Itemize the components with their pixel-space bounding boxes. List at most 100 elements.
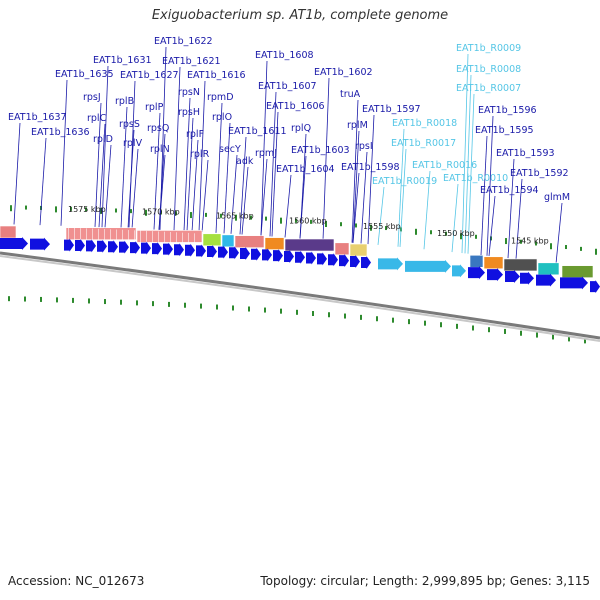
leader-line [94, 102, 102, 227]
tick-mark [340, 222, 342, 227]
tick-mark [328, 312, 330, 318]
tick-mark [475, 234, 477, 239]
gene-arrow [229, 246, 239, 260]
leader-line [127, 129, 135, 229]
gene-arrow [64, 238, 74, 252]
gene-label: adk [236, 156, 254, 167]
gene-arrow [505, 270, 520, 284]
gene-arrows [0, 237, 600, 294]
leader-line [201, 159, 209, 233]
tick-mark [168, 301, 170, 307]
tick-mark [136, 300, 138, 306]
tick-mark [296, 309, 298, 315]
gene-arrow [284, 249, 294, 263]
feature-block [234, 235, 265, 248]
tick-mark [392, 317, 394, 323]
tick-mark [488, 327, 490, 333]
gene-label: EAT1b_R0008 [456, 64, 521, 75]
feature-stripe [152, 231, 153, 244]
leader-line [397, 128, 405, 247]
leader-line [269, 91, 277, 237]
accession-text: Accession: NC_012673 [8, 574, 145, 588]
gene-arrow [262, 248, 272, 262]
tick-mark [370, 224, 372, 231]
feature-stripe [128, 230, 129, 243]
feature-block [483, 256, 504, 270]
leader-line [98, 123, 106, 228]
tick-mark [520, 239, 522, 244]
leader-line [284, 174, 292, 238]
feature-block [221, 234, 235, 248]
leader-line [191, 139, 199, 232]
leader-line [60, 79, 68, 226]
gene-label: rpsI [355, 141, 373, 152]
gene-arrow [273, 249, 283, 263]
leader-line [352, 130, 360, 243]
gene-arrow [207, 244, 217, 258]
leader-line [239, 136, 247, 235]
feature-stripe [110, 229, 111, 242]
leader-line [377, 186, 385, 245]
tick-mark [216, 304, 218, 310]
kbp-marker: 1570 kbp [142, 208, 180, 217]
leader-line [198, 80, 206, 232]
gene-arrow [240, 246, 250, 260]
tick-mark [344, 313, 346, 319]
tick-mark [145, 209, 147, 216]
gene-arrow [130, 241, 140, 255]
genome-summary: Topology: circular; Length: 2,999,895 bp… [260, 574, 590, 588]
tick-mark [472, 325, 474, 331]
gene-label: EAT1b_1627 [120, 70, 179, 81]
tick-mark [85, 207, 87, 212]
tick-mark [535, 241, 537, 246]
gene-arrow [75, 239, 85, 253]
tick-mark [220, 213, 222, 218]
gene-label: rpmJ [255, 148, 277, 159]
leader-line [183, 97, 191, 232]
tick-mark [24, 296, 26, 302]
tick-mark [70, 206, 72, 211]
gene-arrow [174, 243, 184, 257]
leader-line [241, 166, 249, 235]
gene-label: glmM [544, 192, 570, 203]
leader-line [13, 122, 21, 225]
feature-block [202, 233, 222, 247]
tick-mark [280, 308, 282, 314]
feature-block [349, 243, 368, 257]
gene-label: EAT1b_1631 [93, 55, 152, 66]
leader-line [101, 65, 109, 228]
leader-line [367, 114, 375, 245]
leader-line [260, 60, 268, 236]
tick-mark [200, 303, 202, 309]
gene-label: rplB [115, 96, 134, 107]
tick-mark [460, 233, 462, 240]
kbp-markers: 1575 kbp 1570 kbp 1565 kbp 1560 kbp 1555 kbp… [68, 205, 549, 246]
leader-line [352, 172, 360, 243]
feature-stripe [134, 230, 135, 243]
tick-mark [550, 243, 552, 250]
gene-label: EAT1b_R0009 [456, 43, 521, 54]
kbp-marker: 1560 kbp [289, 216, 327, 225]
leader-line [120, 106, 128, 229]
tick-mark [248, 306, 250, 312]
gene-arrow [328, 253, 338, 267]
gene-label: EAT1b_1595 [475, 125, 534, 136]
tick-mark [115, 208, 117, 213]
leader-line [322, 77, 330, 241]
leader-line [223, 122, 231, 234]
feature-stripe [104, 229, 105, 242]
tick-mark [355, 223, 357, 228]
gene-label: rpsQ [147, 123, 169, 134]
tick-mark [430, 230, 432, 235]
tick-mark [120, 299, 122, 305]
leader-line [271, 111, 279, 237]
tick-mark [520, 330, 522, 336]
leader-line [351, 99, 359, 243]
feature-block [284, 238, 335, 252]
gene-arrow [108, 240, 118, 254]
gene-label: EAT1b_1635 [55, 69, 114, 80]
gene-arrow [487, 268, 503, 282]
tick-mark [104, 299, 106, 305]
leader-line [104, 144, 112, 228]
